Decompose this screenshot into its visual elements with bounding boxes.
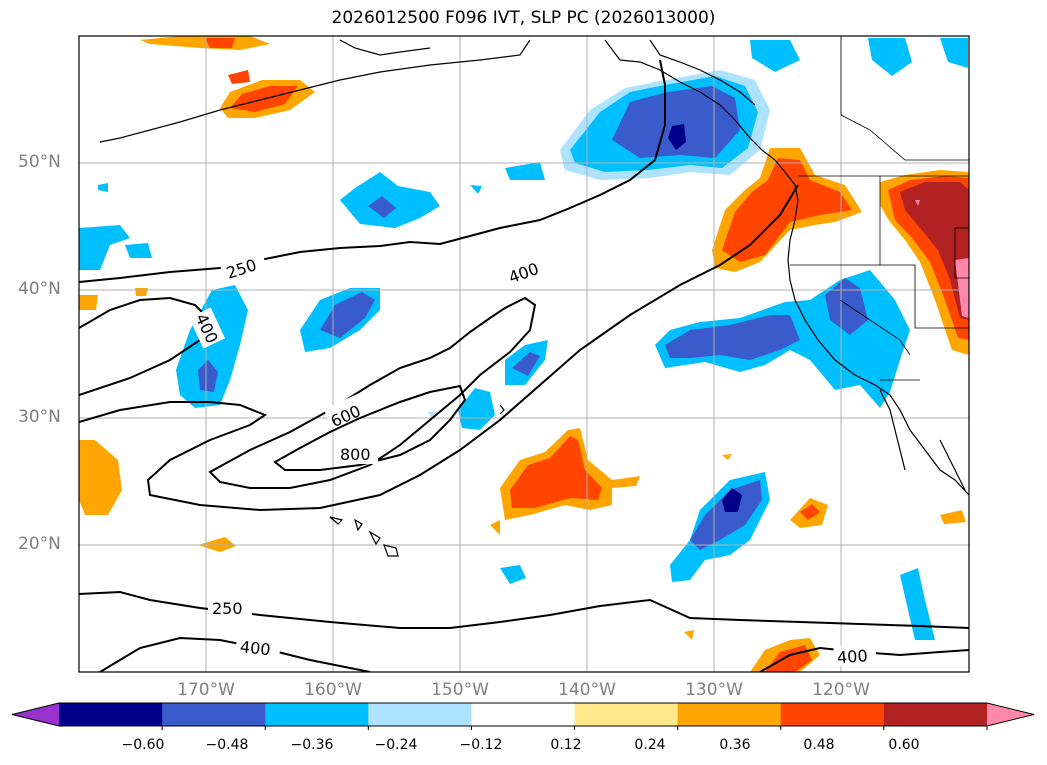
lat-label-40n: 40°N [18,279,61,299]
colorbar-tick-label: −0.36 [290,737,334,753]
colorbar [11,702,1035,730]
colorbar-tick-label: 0.24 [634,737,666,753]
contour-600 [208,296,537,489]
lon-label-150w: 150°W [431,680,489,700]
colorbar-segment [471,703,576,726]
lat-label-50n: 50°N [18,152,61,172]
colorbar-tick-label: 0.12 [550,737,582,753]
colorbar-tick-label: −0.24 [374,737,418,753]
colorbar-segment [162,703,266,726]
map-title: 2026012500 F096 IVT, SLP PC (2026013000) [331,8,716,28]
ivt-anomaly-shading [79,36,969,672]
lon-label-130w: 130°W [685,680,743,700]
political-borders [790,36,969,381]
colorbar-tick-label: −0.60 [121,737,165,753]
contour-400-south [99,636,371,672]
colorbar-segment [677,703,782,726]
colorbar-segment [12,703,59,726]
map-frame [78,35,970,673]
colorbar-tick-label: 0.48 [803,737,835,753]
contour-label-250-south: 250 [212,599,243,618]
contour-label-400-southeast: 400 [836,646,868,667]
lat-label-30n: 30°N [18,407,61,427]
colorbar-segment [368,703,472,726]
lon-label-160w: 160°W [304,680,362,700]
lon-label-120w: 120°W [812,680,870,700]
lon-label-140w: 140°W [558,680,616,700]
colorbar-tick-label: 0.36 [719,737,751,753]
colorbar-tick-label: 0.60 [888,737,920,753]
colorbar-segment [883,703,988,726]
contour-250-south [79,590,969,629]
contour-400-main [79,184,799,512]
colorbar-tick-label: −0.48 [205,737,249,753]
contour-800 [273,384,467,471]
colorbar-segment [574,703,679,726]
colorbar-segment [987,703,1034,726]
coastlines [99,39,969,557]
colorbar-segment [780,703,885,726]
map-gridlines [79,36,969,672]
colorbar-outline [11,702,1035,727]
colorbar-segment [59,703,163,726]
colorbar-tick-label: −0.12 [459,737,503,753]
contour-label-400-south: 400 [239,637,271,659]
colorbar-segment [265,703,369,726]
lat-label-20n: 20°N [18,534,61,554]
contour-label-800: 800 [340,445,371,464]
lon-label-170w: 170°W [177,680,235,700]
